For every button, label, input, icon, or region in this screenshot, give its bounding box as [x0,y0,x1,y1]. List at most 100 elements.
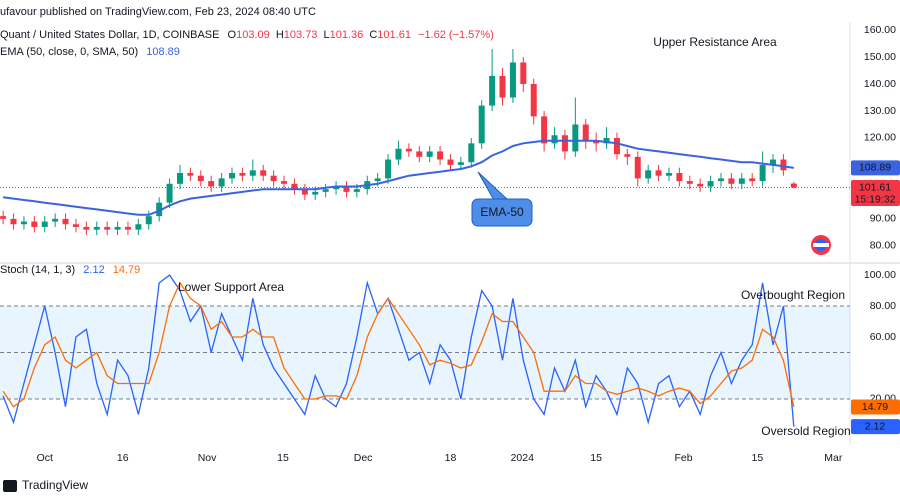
candle-body [489,75,496,106]
candle-body [707,181,714,187]
candle-body [20,221,27,225]
ohlc-prefix: H [276,29,284,41]
candle-body [790,183,797,188]
ohlc-prefix: O [228,29,237,41]
candle-body [759,164,766,182]
y-tick-label: 160.00 [864,24,896,36]
candle-body [686,181,693,184]
callout-box [471,198,533,227]
candle-body [208,181,215,187]
candle-body [343,186,350,192]
candle-body [603,137,610,144]
candle-body [353,189,360,192]
candle-body [124,226,131,230]
candle-body [0,216,7,219]
y-tick-label: 140.00 [864,78,896,90]
candle-body [41,221,48,227]
candle-body [645,170,652,179]
candle-body [728,178,735,184]
candle-body [499,75,506,98]
candle-body [426,151,433,157]
candle-body [176,173,183,184]
candle-body [416,151,423,157]
candle-body [572,124,579,152]
candle-body [530,84,537,117]
candle-body [31,221,38,227]
ema-value: 108.89 [146,46,180,58]
price-badge [851,399,900,415]
badge-value: 2.12 [865,420,886,432]
candle-body [738,178,745,184]
candle-body [249,170,256,176]
y-tick-label: 120.00 [864,132,896,144]
candle-body [665,173,672,176]
price-badge [851,160,900,176]
y-tick-label: 130.00 [864,105,896,117]
candle-body [322,189,329,192]
candle-body [780,159,787,171]
candle-body [374,178,381,182]
stoch-line [2,281,795,408]
logo [811,235,831,255]
candle-body [145,216,152,225]
candle-body [447,159,454,165]
y-tick-label: 90.00 [870,213,896,225]
stoch-title: Stoch (14, 1, 3) [0,264,75,276]
ohlc-value: 103.73 [284,29,318,41]
candle-body [551,135,558,144]
candle-body [697,183,704,187]
candle-body [52,218,59,222]
price-badge [851,180,900,207]
x-tick-label: Nov [198,452,217,464]
candle-body [229,173,236,179]
badge-value: 14.79 [862,401,888,413]
annotation: Oversold Region [761,424,850,438]
candle-body [62,218,69,225]
x-tick-label: Dec [354,452,373,464]
candle-body [93,226,100,230]
ohlc-prefix: L [324,29,330,41]
candle-body [541,116,548,144]
ohlc-prefix: C [369,29,377,41]
y-tick-label: 80.00 [870,240,896,252]
ohlc-value: 103.09 [236,29,270,41]
candle-body [83,226,90,230]
candle-body [655,170,662,176]
y-tick-label: 150.00 [864,51,896,63]
y-tick-label: 80.00 [870,300,896,312]
candle-body [405,148,412,152]
candle-body [301,189,308,195]
candle-body [509,62,516,98]
candle-body [218,178,225,187]
annotation: Lower Support Area [178,280,284,294]
x-tick-label: Feb [674,452,692,464]
candle-body [593,140,600,144]
badge-value: 101.61 [859,181,891,193]
candle-body [135,224,142,230]
x-tick-label: Mar [824,452,843,464]
candle-body [437,151,444,160]
candle-body [749,178,756,182]
footer-text: TradingView [22,478,88,492]
y-tick-label: 60.00 [870,331,896,343]
ema-name: EMA (50, close, 0, SMA, 50) [0,46,138,58]
candle-body [187,173,194,176]
candle-body [239,173,246,176]
x-tick-label: 16 [117,452,129,464]
candle-body [770,159,777,165]
candle-body [114,226,121,230]
stoch-legend: Stoch (14, 1, 3) 2.12 14.79 [0,264,140,276]
candle-body [291,183,298,190]
candle-body [624,154,631,157]
candle-body [156,202,163,217]
candle-body [717,178,724,182]
annotation: EMA-50 [480,205,524,219]
stoch-k-value: 2.12 [83,264,104,276]
x-tick-label: 15 [752,452,764,464]
x-tick-label: 15 [590,452,602,464]
candle-body [457,162,464,165]
footer-logo [3,480,17,492]
price-badge [851,419,900,435]
